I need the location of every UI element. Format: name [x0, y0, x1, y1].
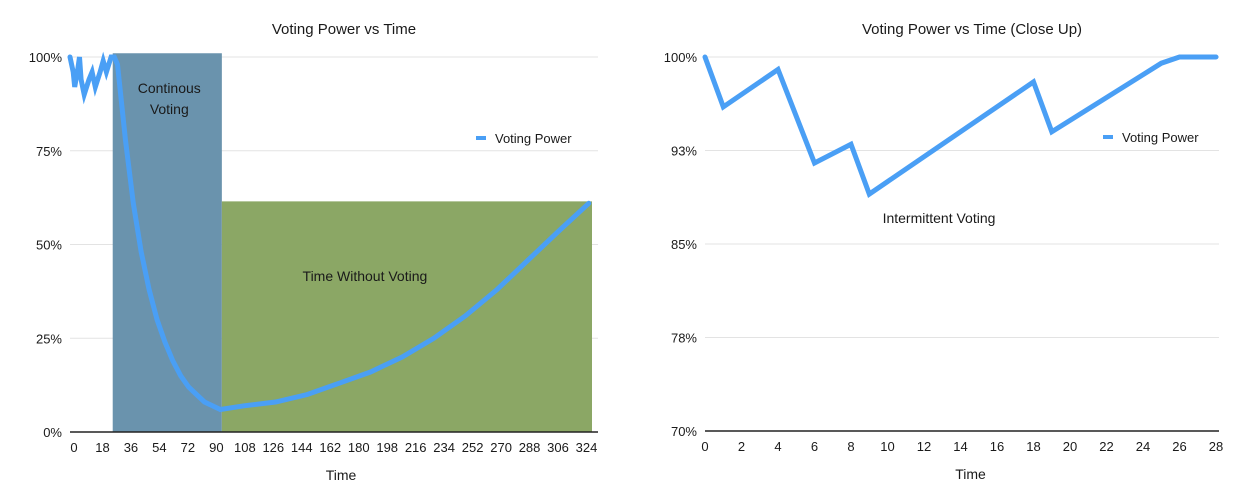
- x-tick-label: 180: [348, 440, 370, 455]
- x-axis-label: Time: [955, 466, 986, 482]
- continuous-voting-label: Continous: [138, 80, 201, 96]
- x-tick-label: 54: [152, 440, 166, 455]
- x-tick-label: 2: [738, 439, 745, 454]
- x-tick-label: 20: [1063, 439, 1077, 454]
- x-tick-label: 36: [124, 440, 138, 455]
- continuous-voting-label: Voting: [150, 101, 189, 117]
- x-tick-label: 252: [462, 440, 484, 455]
- x-tick-label: 324: [576, 440, 598, 455]
- y-tick-label: 93%: [671, 144, 697, 159]
- y-tick-label: 0%: [43, 425, 62, 440]
- x-axis-label: Time: [326, 467, 357, 483]
- x-tick-label: 14: [953, 439, 967, 454]
- x-tick-label: 16: [990, 439, 1004, 454]
- x-tick-label: 18: [1026, 439, 1040, 454]
- x-tick-label: 24: [1136, 439, 1150, 454]
- x-tick-label: 0: [701, 439, 708, 454]
- x-tick-label: 0: [70, 440, 77, 455]
- x-tick-label: 198: [376, 440, 398, 455]
- legend-label: Voting Power: [1122, 130, 1199, 145]
- time-without-voting-label: Time Without Voting: [303, 268, 428, 284]
- intermittent-voting-label: Intermittent Voting: [883, 210, 996, 226]
- voting-power-closeup-chart: Voting Power vs Time (Close Up) 70% 78% 85%…: [664, 21, 1223, 482]
- voting-power-line: [67, 51, 592, 413]
- x-tick-label: 4: [774, 439, 781, 454]
- x-tick-label: 72: [181, 440, 195, 455]
- voting-power-chart: Voting Power vs Time 0% 25% 50% 75% 100% 0 18 36…: [29, 21, 598, 483]
- y-tick-label: 100%: [664, 50, 698, 65]
- x-tick-label: 162: [319, 440, 341, 455]
- x-tick-label: 10: [880, 439, 894, 454]
- y-tick-label: 70%: [671, 424, 697, 439]
- x-tick-label: 22: [1099, 439, 1113, 454]
- x-tick-label: 26: [1172, 439, 1186, 454]
- x-tick-label: 90: [209, 440, 223, 455]
- x-tick-label: 18: [95, 440, 109, 455]
- y-tick-label: 75%: [36, 144, 62, 159]
- x-tick-label: 126: [262, 440, 284, 455]
- y-tick-label: 50%: [36, 238, 62, 253]
- x-tick-label: 108: [234, 440, 256, 455]
- voting-power-line: [702, 54, 1219, 198]
- y-tick-label: 85%: [671, 237, 697, 252]
- legend-label: Voting Power: [495, 131, 572, 146]
- x-tick-label: 6: [811, 439, 818, 454]
- chart-title: Voting Power vs Time: [272, 21, 416, 38]
- y-tick-label: 100%: [29, 50, 63, 65]
- x-tick-label: 28: [1209, 439, 1223, 454]
- y-tick-label: 25%: [36, 331, 62, 346]
- x-tick-label: 270: [490, 440, 512, 455]
- chart-title: Voting Power vs Time (Close Up): [862, 21, 1082, 38]
- x-tick-label: 216: [405, 440, 427, 455]
- x-tick-label: 288: [519, 440, 541, 455]
- continuous-voting-region: [112, 53, 222, 432]
- x-tick-label: 8: [847, 439, 854, 454]
- x-tick-label: 306: [547, 440, 569, 455]
- x-tick-label: 12: [917, 439, 931, 454]
- x-tick-label: 234: [433, 440, 455, 455]
- x-tick-label: 144: [291, 440, 313, 455]
- time-without-voting-region: [221, 201, 592, 432]
- y-tick-label: 78%: [671, 331, 697, 346]
